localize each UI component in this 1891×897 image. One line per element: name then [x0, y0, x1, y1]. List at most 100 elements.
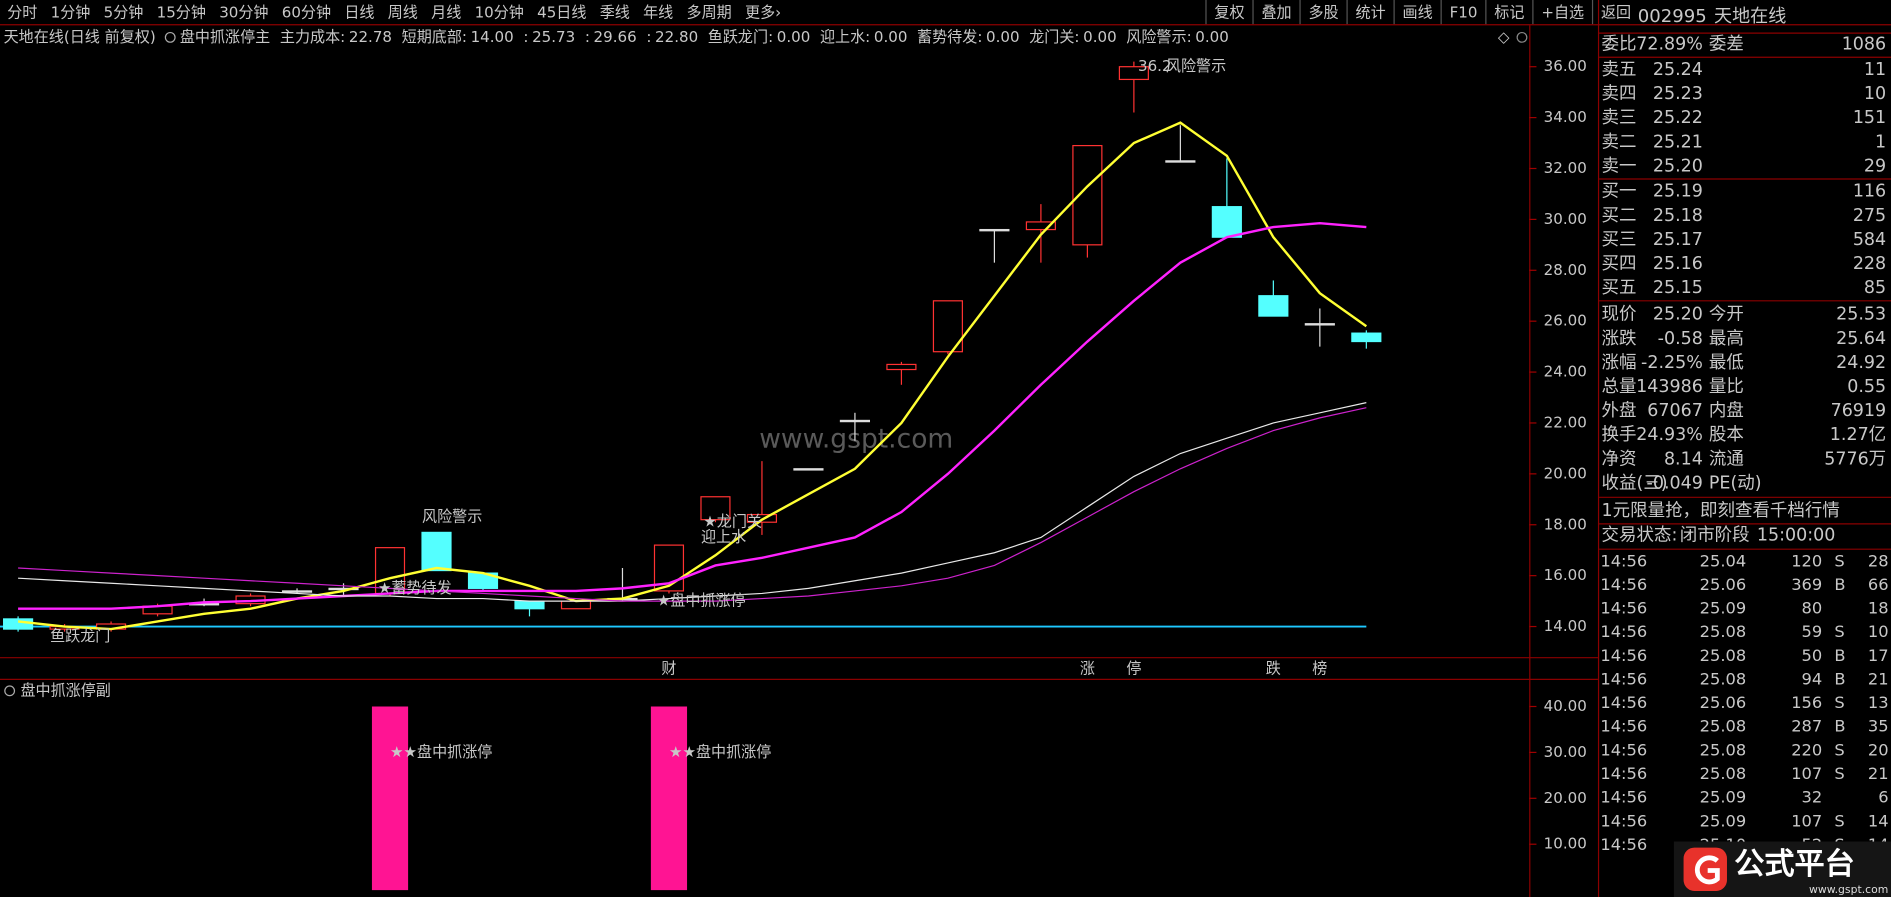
tick-price: 25.08: [1700, 669, 1747, 688]
watermark: www.gspt.com: [759, 424, 953, 455]
indicator-icon[interactable]: [4, 685, 16, 697]
stat-value: 25.53: [1836, 305, 1886, 325]
bar-label: ★★盘中抓涨停: [390, 743, 492, 761]
y-tick-label: 20.00: [1544, 789, 1587, 807]
period-tab[interactable]: 月线: [431, 4, 461, 22]
stat-value: 67067: [1647, 401, 1703, 421]
indicator-label: 迎上水:: [820, 28, 870, 46]
tick-count: 17: [1868, 646, 1889, 665]
stat-label: 最高: [1709, 329, 1744, 349]
candle-body: [1304, 323, 1335, 326]
main-chart: 天地在线(日线 前复权) 盘中抓涨停主 主力成本: 22.78 短期底部: 14.00:2…: [0, 28, 1587, 891]
stat-value: 24.92: [1836, 353, 1886, 373]
candle-body: [700, 496, 731, 521]
value: 1086: [1842, 35, 1886, 55]
candle-body: [1118, 66, 1149, 81]
book-volume: 584: [1853, 230, 1886, 250]
bar: [650, 706, 688, 891]
chart-title: 天地在线(日线 前复权): [4, 28, 156, 46]
book-label: 买三: [1602, 230, 1637, 250]
logo-glyph: [1694, 855, 1720, 885]
tool-button[interactable]: F10: [1450, 4, 1478, 22]
tool-button[interactable]: 复权: [1214, 4, 1244, 22]
candle-body: [839, 419, 871, 423]
book-label: 卖五: [1602, 60, 1637, 80]
icon[interactable]: [1516, 31, 1528, 43]
period-tab[interactable]: 日线: [344, 4, 374, 22]
stat-label: 换手: [1602, 425, 1637, 445]
period-tab[interactable]: 15分钟: [157, 4, 206, 22]
indicator-value: 25.73: [532, 28, 575, 46]
book-label: 买四: [1602, 254, 1637, 274]
tick-time: 14:56: [1600, 599, 1647, 618]
tick-price: 25.06: [1700, 575, 1747, 594]
period-tab[interactable]: 季线: [600, 4, 630, 22]
period-tab[interactable]: 周线: [388, 4, 418, 22]
period-tab[interactable]: 更多›: [745, 4, 781, 22]
stat-value: -2.25%: [1641, 353, 1703, 373]
stat-label: 流通: [1709, 449, 1744, 469]
tick-count: 6: [1878, 788, 1888, 807]
stat-label: 总量: [1602, 377, 1637, 397]
y-tick-label: 40.00: [1544, 697, 1587, 715]
tool-button[interactable]: 叠加: [1261, 4, 1291, 22]
period-tab[interactable]: 45日线: [537, 4, 586, 22]
tool-button[interactable]: 多股: [1308, 4, 1338, 22]
candle-body: [979, 228, 1010, 232]
tool-button[interactable]: 返回: [1601, 4, 1631, 22]
y-tick-label: 10.00: [1544, 835, 1587, 853]
period-tab[interactable]: 5分钟: [104, 4, 144, 22]
label: 委比: [1602, 35, 1637, 55]
promo-banner[interactable]: 1元限量抢，即刻查看千档行情: [1602, 501, 1840, 521]
stock-name: 天地在线: [1714, 6, 1786, 27]
period-tab[interactable]: 30分钟: [219, 4, 268, 22]
candle-body: [1025, 221, 1056, 231]
tick-side: B: [1834, 717, 1845, 736]
annotation: 风险警示: [422, 508, 482, 526]
indicator-line: [18, 402, 1367, 602]
tool-button[interactable]: 统计: [1356, 4, 1386, 22]
tool-button[interactable]: 标记: [1494, 4, 1524, 22]
value: 72.89%: [1636, 35, 1703, 55]
tick-time: 14:56: [1600, 669, 1647, 688]
candle-body: [793, 468, 824, 471]
period-tab[interactable]: 年线: [643, 4, 673, 22]
tick-time: 14:56: [1600, 788, 1647, 807]
tick-price: 25.09: [1700, 811, 1747, 830]
tick-time: 14:56: [1600, 811, 1647, 830]
annotation: ★盘中抓涨停: [657, 592, 746, 610]
period-tab[interactable]: 1分钟: [51, 4, 91, 22]
icon[interactable]: ◇: [1498, 28, 1510, 46]
stat-value: 24.93%: [1636, 425, 1703, 445]
tick-volume: 107: [1791, 764, 1822, 783]
label: 委差: [1709, 35, 1744, 55]
annotation: 风险警示: [1166, 57, 1226, 75]
book-volume: 29: [1864, 156, 1886, 176]
tick-time: 14:56: [1600, 551, 1647, 570]
tick-volume: 287: [1791, 717, 1822, 736]
tick-time: 14:56: [1600, 646, 1647, 665]
period-tab[interactable]: 60分钟: [282, 4, 331, 22]
candle-body: [3, 618, 34, 630]
candle-body: [421, 531, 452, 572]
book-label: 卖四: [1602, 84, 1637, 104]
tool-button[interactable]: +自选: [1541, 4, 1584, 22]
period-tab[interactable]: 10分钟: [475, 4, 524, 22]
period-tab[interactable]: 分时: [7, 4, 37, 22]
period-tab[interactable]: 多周期: [687, 4, 732, 22]
tick-price: 25.08: [1700, 764, 1747, 783]
candle-body: [1351, 332, 1382, 343]
tick-count: 18: [1868, 599, 1889, 618]
tick-time: 14:56: [1600, 740, 1647, 759]
candle-body: [514, 600, 545, 610]
tool-button[interactable]: 画线: [1403, 4, 1433, 22]
y-tick-label: 24.00: [1544, 363, 1587, 381]
tick-side: S: [1834, 740, 1844, 759]
tick-volume: 59: [1802, 622, 1823, 641]
stat-value: -0.049: [1647, 473, 1703, 493]
indicator-icon[interactable]: [164, 31, 176, 43]
stat-label: 外盘: [1602, 401, 1637, 421]
status-value: 闭市阶段: [1680, 525, 1750, 545]
book-price: 25.23: [1653, 84, 1703, 104]
